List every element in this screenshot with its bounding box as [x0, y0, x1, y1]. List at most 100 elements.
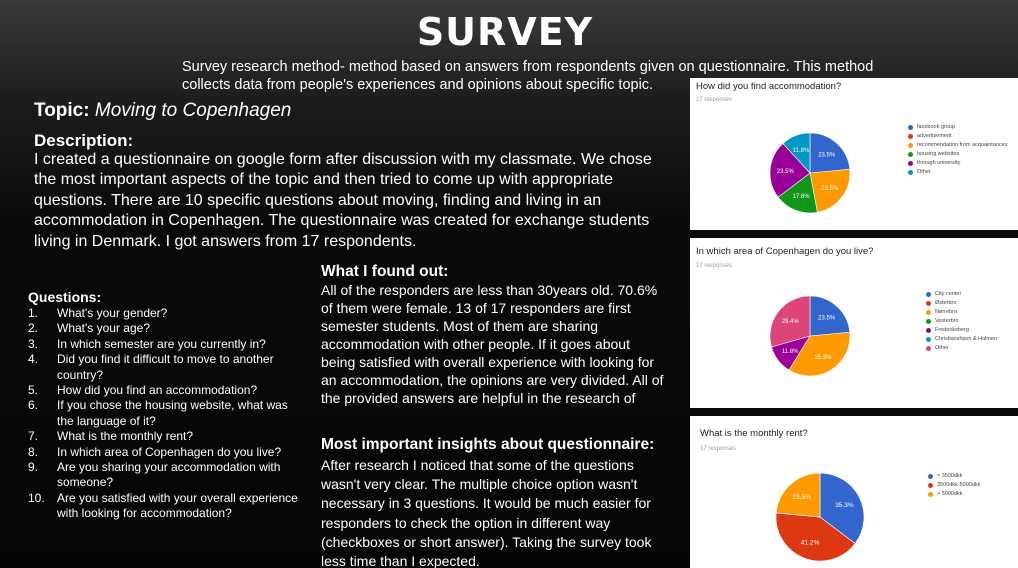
question-text: In which semester are you currently in? — [57, 336, 266, 351]
legend-swatch — [926, 301, 931, 306]
legend-label: Other — [935, 345, 949, 351]
insights-heading: Most important insights about questionna… — [321, 436, 655, 453]
legend-label: Østerbro — [935, 300, 957, 306]
legend-label: > 5000dkk — [937, 491, 963, 497]
pie-slice — [769, 295, 811, 348]
chart-subtitle: 17 responses — [696, 97, 733, 103]
legend-swatch — [908, 161, 913, 166]
legend-label: through university — [917, 160, 961, 166]
pie-slice-label: 11.8% — [793, 148, 810, 154]
chart-title: What is the monthly rent? — [700, 428, 808, 439]
legend-item: advertisement — [908, 132, 1008, 141]
legend-item: Østerbro — [926, 299, 997, 308]
slide-title: SURVEY — [416, 10, 594, 54]
legend-label: Nørrebro — [935, 309, 958, 315]
pie-slice — [775, 472, 821, 518]
legend-swatch — [928, 492, 933, 497]
legend-label: Vesterbro — [935, 318, 959, 324]
legend-label: advertisement — [917, 133, 952, 139]
question-number: 9. — [28, 460, 39, 475]
legend-item: Other — [926, 344, 997, 353]
intro-text: Survey research method- method based on … — [182, 59, 874, 93]
question-text: Are you satisfied with your overall expe… — [57, 490, 298, 521]
legend-item: Other — [908, 168, 1008, 177]
legend-label: City center — [935, 291, 962, 297]
question-text: Did you find it difficult to move to ano… — [57, 352, 274, 382]
question-item: 8. In which area of Copenhagen do you liv… — [28, 445, 298, 460]
chart-legend: facebook group advertisement recommendatio… — [908, 123, 1008, 177]
question-item: 2. What's your age? — [28, 321, 298, 336]
question-number: 3. — [28, 336, 39, 351]
description-heading: Description: — [34, 131, 134, 150]
legend-swatch — [928, 483, 933, 488]
pie-slice-label: 11.8% — [782, 349, 799, 355]
chart-legend: < 3500dkk 3500dkk-5000dkk > 5000dkk — [928, 472, 980, 499]
legend-swatch — [908, 143, 913, 148]
question-item: 3. In which semester are you currently in… — [28, 337, 298, 352]
legend-item: 3500dkk-5000dkk — [928, 481, 980, 490]
question-number: 2. — [28, 321, 39, 336]
question-text: What is the monthly rent? — [57, 429, 194, 444]
question-text: How did you find an accommodation? — [57, 383, 258, 398]
legend-swatch — [926, 292, 931, 297]
pie-slice — [819, 472, 865, 544]
pie-slice-label: 17.6% — [793, 194, 811, 200]
findings-text: All of the responders are less than 30ye… — [321, 282, 664, 406]
question-item: 1. What's your gender? — [28, 306, 298, 321]
question-item: 10. Are you satisfied with your overall e… — [28, 491, 298, 522]
pie-slice — [782, 132, 811, 174]
legend-swatch — [926, 319, 931, 324]
topic-value: Moving to Copenhagen — [89, 100, 292, 121]
chart-card-rent: What is the monthly rent? 17 responses 3… — [690, 416, 1018, 568]
legend-swatch — [926, 310, 931, 315]
insights-text: After research I noticed that some of th… — [321, 457, 652, 568]
legend-item: Vesterbro — [926, 317, 997, 326]
question-text: What's your gender? — [57, 306, 168, 320]
question-number: 6. — [28, 398, 39, 413]
topic: Topic: Moving to Copenhagen — [34, 100, 291, 122]
legend-item: housing websites — [908, 150, 1008, 159]
legend-item: Nørrebro — [926, 308, 997, 317]
pie-slice-label: 23.5% — [821, 186, 839, 192]
description-text: I created a questionnaire on google form… — [34, 151, 652, 250]
question-item: 6. If you chose the housing website, what… — [28, 398, 298, 429]
legend-label: facebook group — [917, 124, 955, 130]
legend-swatch — [908, 170, 913, 175]
questions-list: 1. What's your gender? 2. What's your age?… — [28, 306, 298, 522]
pie-chart-area: 23.5% 35.3% 11.8% 29.4% — [769, 295, 851, 377]
legend-swatch — [908, 125, 913, 130]
question-text: If you chose the housing website, what w… — [57, 398, 288, 428]
legend-item: > 5000dkk — [928, 490, 980, 499]
question-number: 8. — [28, 444, 39, 459]
legend-item: City center — [926, 290, 997, 299]
topic-label: Topic: — [34, 100, 90, 121]
legend-swatch — [926, 328, 931, 333]
findings-heading: What I found out: — [321, 263, 449, 280]
legend-swatch — [908, 134, 913, 139]
pie-slice-label: 29.4% — [782, 319, 800, 325]
pie-slice — [769, 143, 811, 198]
pie-slice-label: 23.5% — [818, 316, 836, 322]
chart-subtitle: 17 responses — [696, 263, 733, 269]
pie-chart-accommodation: 23.5% 23.5% 17.6% 23.5% 11.8% — [769, 132, 851, 214]
pie-slice-label: 41.2% — [801, 540, 820, 547]
legend-item: Frederiksberg — [926, 326, 997, 335]
question-number: 5. — [28, 383, 39, 398]
question-item: 4. Did you find it difficult to move to a… — [28, 352, 298, 383]
chart-subtitle: 17 responses — [700, 446, 737, 452]
legend-label: housing websites — [917, 151, 960, 157]
questions-heading: Questions: — [28, 289, 102, 305]
legend-swatch — [928, 474, 933, 479]
pie-slice — [788, 331, 851, 377]
legend-item: < 3500dkk — [928, 472, 980, 481]
pie-slice-label: 35.3% — [815, 355, 833, 361]
question-text: In which area of Copenhagen do you live? — [57, 444, 282, 459]
legend-label: < 3500dkk — [937, 473, 963, 479]
legend-item: Christianshavn & Holmen — [926, 335, 997, 344]
question-text: What's your age? — [57, 321, 151, 336]
legend-swatch — [926, 346, 931, 351]
legend-label: 3500dkk-5000dkk — [937, 482, 981, 488]
legend-label: Christianshavn & Holmen — [935, 336, 998, 342]
pie-slice — [775, 512, 856, 562]
